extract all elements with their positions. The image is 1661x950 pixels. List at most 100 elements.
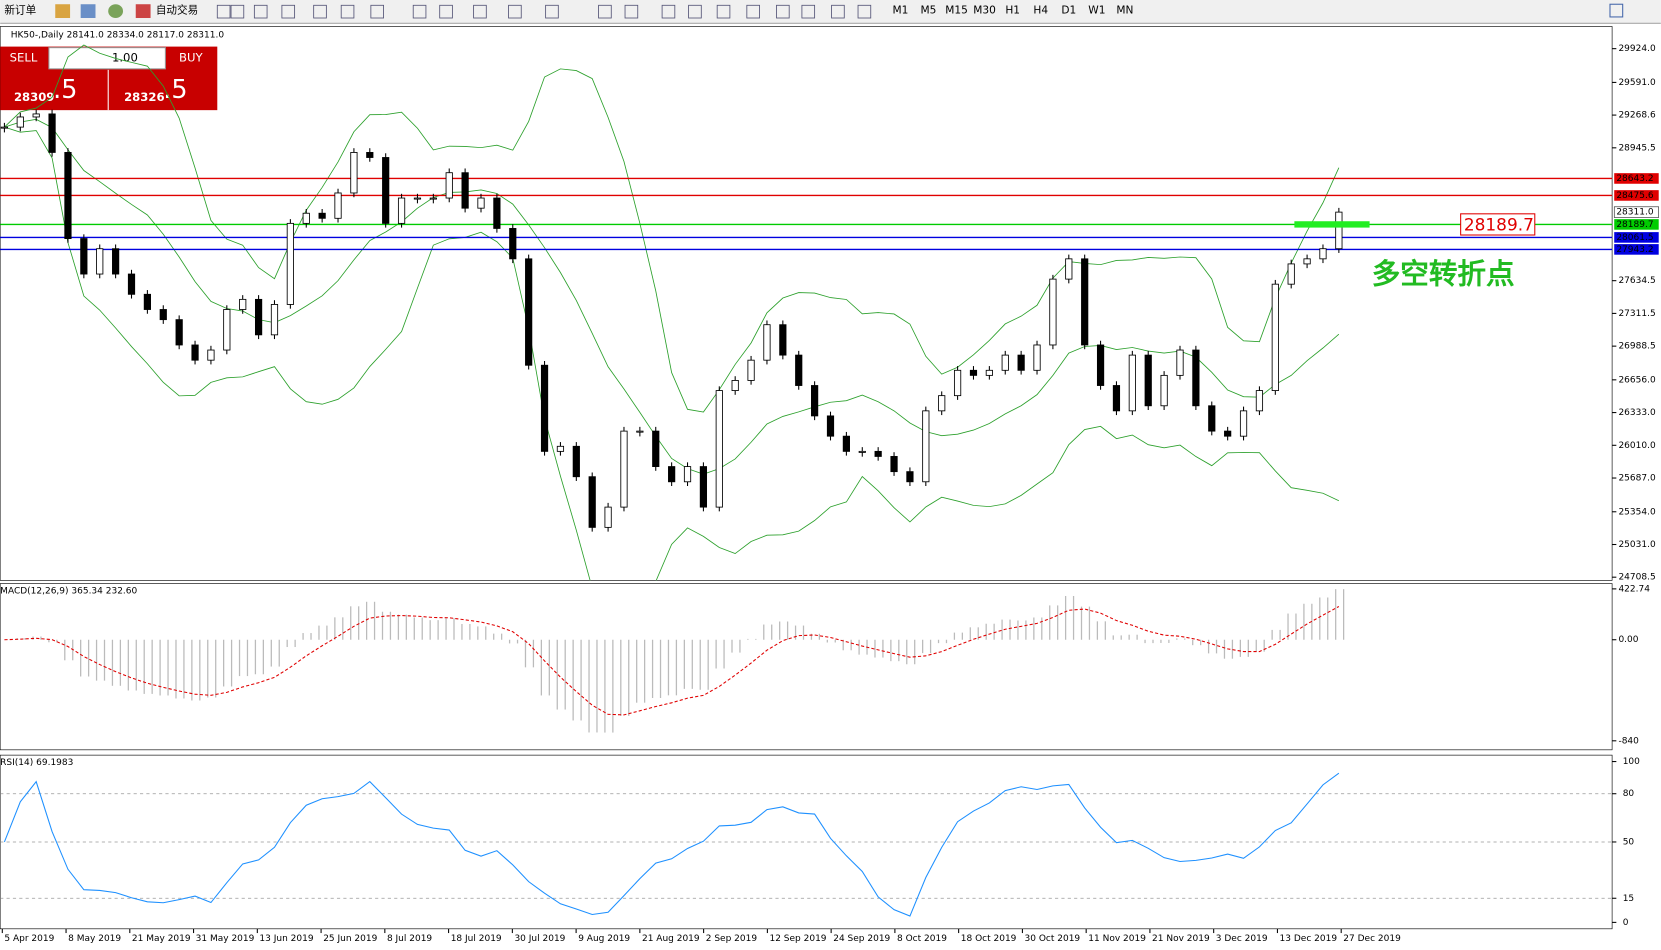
- macd-frame: [0, 583, 1613, 751]
- auto-trading-button[interactable]: 自动交易: [156, 4, 198, 17]
- candle: [572, 445, 580, 478]
- y-tick-label: 80: [1623, 789, 1635, 799]
- timeframe-button[interactable]: M5: [921, 5, 937, 17]
- marked-level-box: [1460, 213, 1536, 236]
- candle: [826, 415, 835, 437]
- toolbar-icon[interactable]: [473, 4, 487, 19]
- candle: [1192, 349, 1200, 407]
- toolbar-icon[interactable]: [439, 4, 453, 19]
- candle: [811, 385, 819, 417]
- toolbar-icon[interactable]: [716, 4, 731, 19]
- x-tick-label: 21 May 2019: [132, 934, 191, 944]
- ask-small[interactable]: .5: [163, 74, 187, 104]
- candle: [112, 248, 120, 275]
- timeframe-button[interactable]: W1: [1088, 5, 1105, 17]
- bid-big[interactable]: 28309: [14, 90, 54, 104]
- candle: [318, 212, 326, 219]
- toolbar: [0, 0, 1661, 24]
- price-tag: [1613, 206, 1659, 218]
- toolbar-icon[interactable]: [216, 4, 231, 19]
- candle: [1033, 344, 1041, 371]
- candle: [652, 430, 660, 468]
- candle: [1065, 258, 1073, 280]
- candle: [397, 197, 406, 224]
- toolbar-icon[interactable]: [253, 4, 268, 19]
- toolbar-icon[interactable]: [370, 4, 384, 19]
- timeframe-button[interactable]: H4: [1033, 5, 1048, 17]
- toolbar-icon[interactable]: [857, 4, 872, 19]
- toolbar-icon[interactable]: [688, 4, 702, 19]
- toolbar-icon[interactable]: [661, 4, 676, 19]
- candle: [191, 344, 199, 361]
- toolbar-icon[interactable]: [545, 4, 559, 19]
- lot-value[interactable]: 1.00: [112, 51, 138, 65]
- level-tag: [1614, 173, 1659, 184]
- bollinger-band: [4, 126, 1340, 581]
- candle: [223, 309, 231, 351]
- bollinger-band: [4, 44, 1340, 413]
- candle: [445, 172, 453, 199]
- lot-box[interactable]: [48, 47, 166, 70]
- toolbar-icon[interactable]: [313, 4, 327, 19]
- toolbar-icon[interactable]: [281, 4, 296, 19]
- candle: [207, 349, 215, 361]
- toolbar-icon[interactable]: [598, 4, 612, 19]
- toolbar-icon[interactable]: [746, 4, 760, 19]
- timeframe-button[interactable]: H1: [1005, 5, 1020, 17]
- y-tick-label: 25031.0: [1618, 540, 1655, 550]
- candle: [1255, 390, 1264, 412]
- timeframe-button[interactable]: M1: [892, 5, 908, 17]
- candle: [985, 369, 993, 376]
- icon[interactable]: [135, 4, 151, 19]
- x-tick-label: 12 Sep 2019: [769, 934, 826, 944]
- timeframe-button[interactable]: D1: [1061, 5, 1076, 17]
- x-tick-label: 13 Dec 2019: [1280, 934, 1338, 944]
- candle: [747, 359, 755, 381]
- toolbar-icon[interactable]: [831, 4, 845, 19]
- candle: [334, 192, 342, 219]
- y-tick-label: 0.00: [1618, 635, 1638, 645]
- toolbar-icon[interactable]: [624, 4, 639, 19]
- candle: [493, 197, 501, 229]
- y-tick-label: -840: [1618, 736, 1639, 746]
- candle: [302, 212, 310, 224]
- candle: [509, 228, 517, 260]
- icon[interactable]: [55, 4, 71, 19]
- level-label: 28189.7: [1616, 220, 1653, 230]
- candle: [1112, 385, 1121, 412]
- toolbar-icon[interactable]: [230, 4, 245, 19]
- new-order-button[interactable]: 新订单: [4, 4, 36, 17]
- candle: [795, 354, 803, 386]
- timeframe-button[interactable]: MN: [1116, 5, 1133, 17]
- toolbar-icon[interactable]: [412, 4, 427, 19]
- search-icon[interactable]: [1609, 3, 1624, 18]
- rsi-label: RSI(14) 69.1983: [0, 758, 73, 768]
- main-chart-frame: [0, 26, 1613, 581]
- ask-big[interactable]: 28326: [124, 90, 164, 104]
- x-tick-label: 9 Aug 2019: [578, 934, 630, 944]
- bid-small[interactable]: .5: [53, 74, 77, 104]
- buy-button[interactable]: BUY: [179, 51, 203, 65]
- candle: [1303, 258, 1311, 265]
- candle: [413, 197, 422, 200]
- candle: [906, 471, 914, 483]
- toolbar-icon[interactable]: [340, 4, 355, 19]
- candle: [1128, 354, 1136, 412]
- toolbar-icon[interactable]: [801, 4, 816, 19]
- sell-button[interactable]: SELL: [10, 51, 38, 65]
- toolbar-icon[interactable]: [776, 4, 790, 19]
- timeframe-button[interactable]: M15: [945, 5, 968, 17]
- candle: [1271, 283, 1279, 392]
- icon[interactable]: [108, 4, 124, 19]
- toolbar-icon[interactable]: [508, 4, 522, 19]
- candle: [604, 506, 612, 528]
- macd-signal: [4, 606, 1340, 716]
- annotation: 多空转折点: [1372, 256, 1515, 290]
- x-tick-label: 21 Aug 2019: [642, 934, 700, 944]
- candle: [1335, 211, 1343, 250]
- marked-level-bar: [1294, 221, 1370, 228]
- icon[interactable]: [80, 4, 96, 19]
- candle: [270, 304, 279, 336]
- timeframe-button[interactable]: M30: [973, 5, 996, 17]
